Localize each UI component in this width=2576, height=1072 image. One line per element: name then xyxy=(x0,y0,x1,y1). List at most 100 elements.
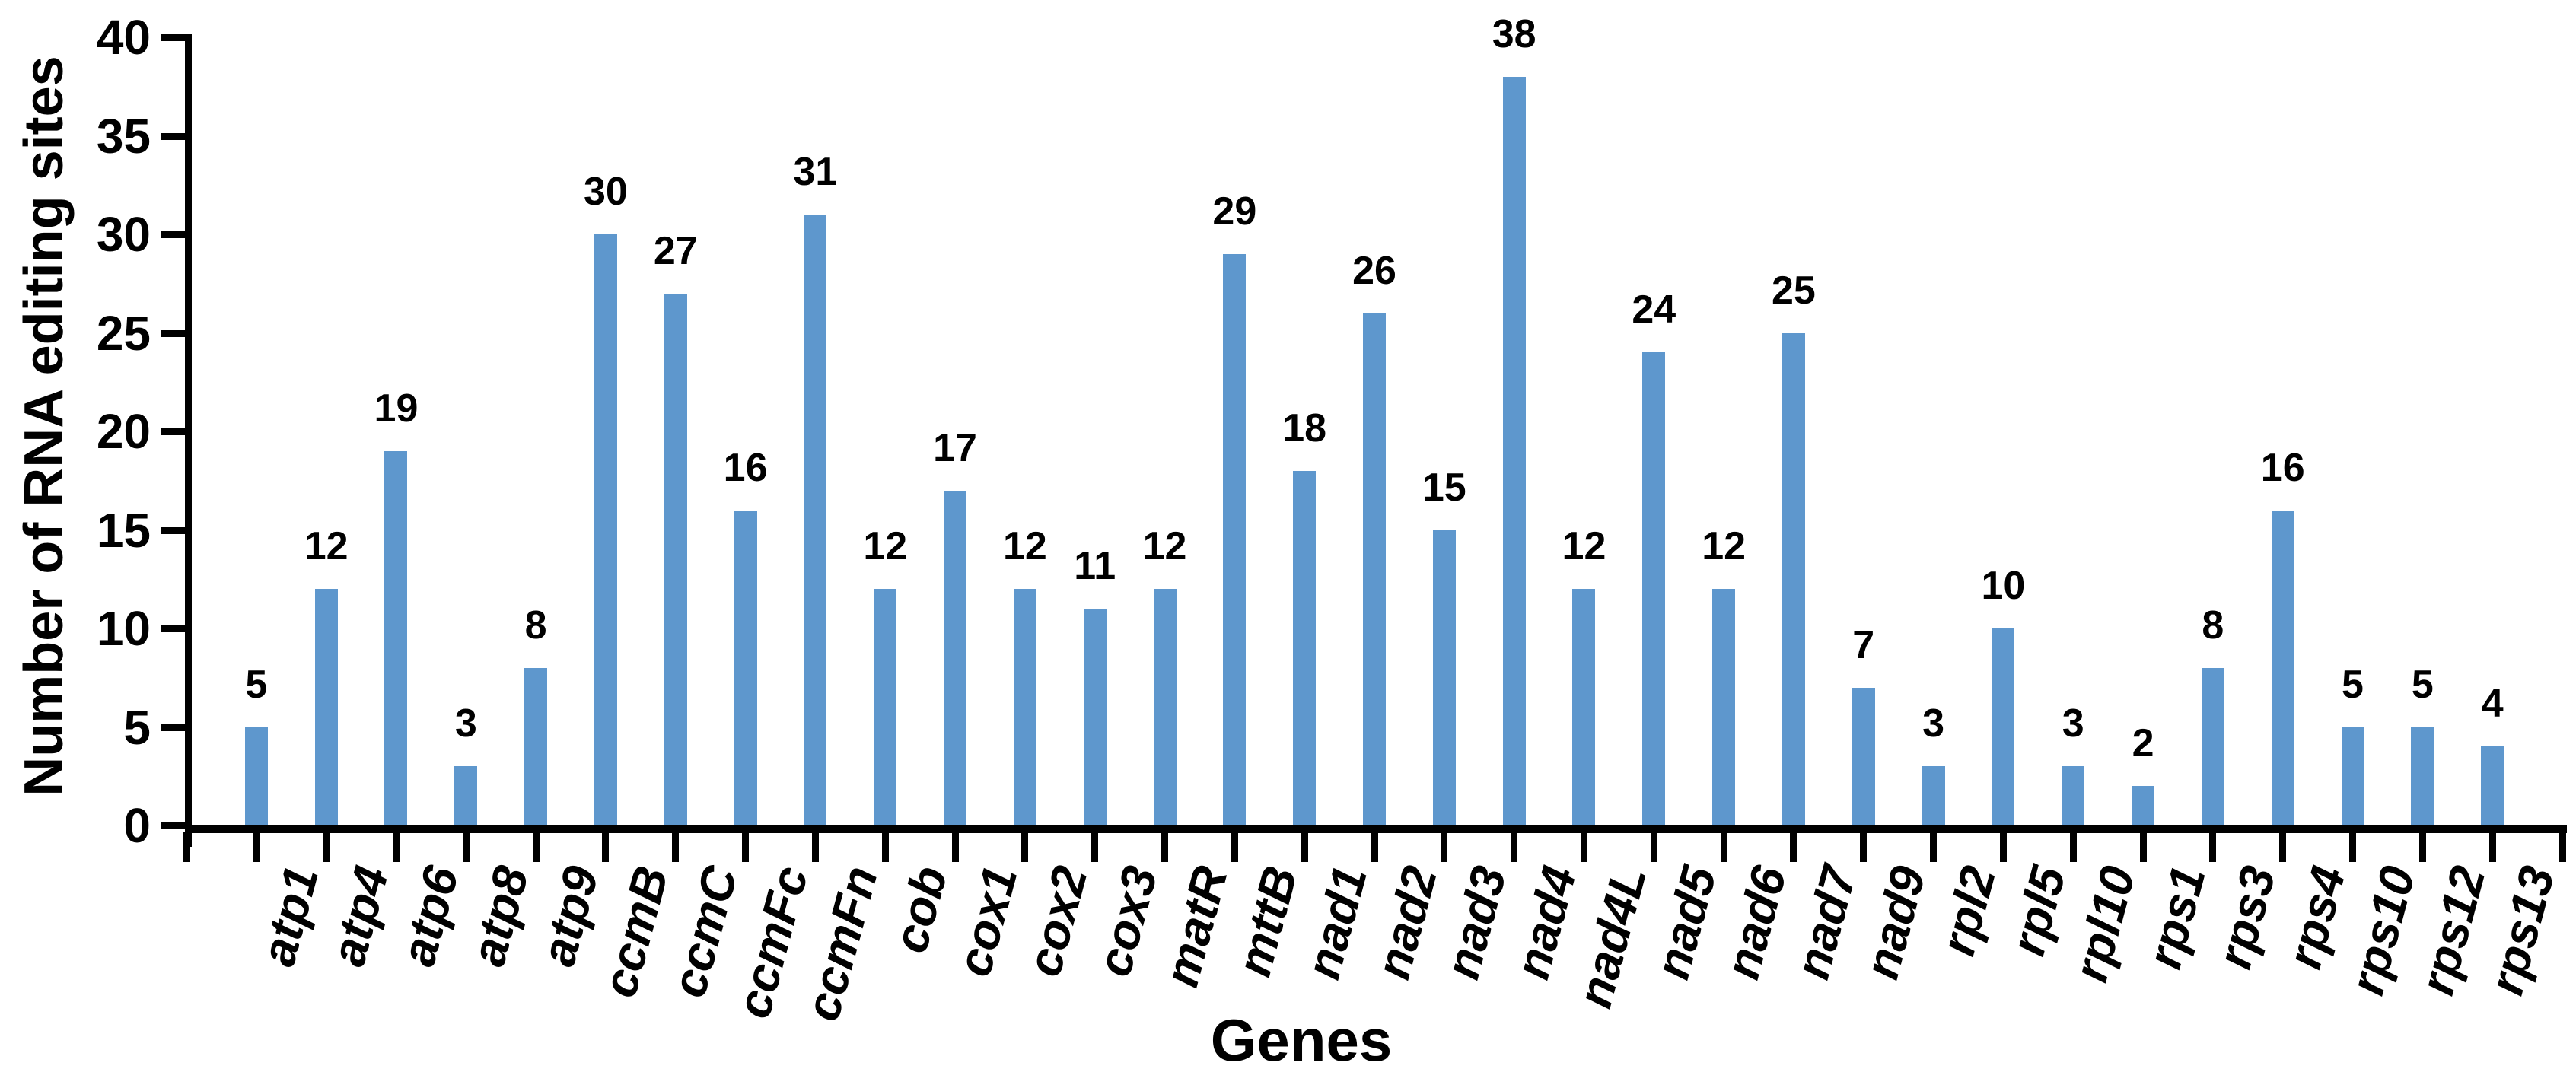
x-tick-mark xyxy=(602,832,610,862)
bar-value-label: 3 xyxy=(454,701,477,746)
bar-value-label: 18 xyxy=(1282,406,1327,450)
bar-value-label: 26 xyxy=(1352,248,1396,293)
bar-value-label: 12 xyxy=(1702,524,1747,569)
bar-value-label: 19 xyxy=(374,386,419,431)
y-tick-label: 40 xyxy=(96,10,151,65)
bar-value-label: 2 xyxy=(2132,721,2154,766)
bar-value-label: 12 xyxy=(1002,524,1047,569)
x-tick-mark xyxy=(323,832,330,862)
bar-rps13 xyxy=(2481,746,2504,825)
x-category-label: nad6 xyxy=(1714,860,1797,985)
bar-value-label: 12 xyxy=(1562,524,1606,569)
bar-cox1 xyxy=(944,490,967,825)
x-tick-mark xyxy=(2279,832,2287,862)
bar-nad5 xyxy=(1642,352,1666,825)
bar-rpl5 xyxy=(1992,628,2015,825)
x-category-label: cox1 xyxy=(946,860,1028,982)
x-tick-mark xyxy=(1371,832,1378,862)
x-category-label: atp1 xyxy=(250,860,330,972)
bar-rps1 xyxy=(2132,786,2155,825)
x-tick-mark xyxy=(2139,832,2147,862)
x-tick-mark xyxy=(1720,832,1727,862)
x-tick-mark xyxy=(1231,832,1238,862)
x-tick-mark xyxy=(2069,832,2077,862)
x-category-label: atp9 xyxy=(530,860,609,972)
bar-value-label: 27 xyxy=(653,228,698,273)
bar-value-label: 12 xyxy=(304,524,349,569)
y-tick-label: 10 xyxy=(96,601,151,656)
y-tick-label: 0 xyxy=(123,798,151,853)
x-category-label: nad1 xyxy=(1294,860,1377,985)
bar-nad2 xyxy=(1363,313,1386,825)
x-tick-mark xyxy=(1999,832,2007,862)
x-category-label: nad3 xyxy=(1434,860,1517,985)
x-category-label: nad2 xyxy=(1364,860,1447,985)
x-category-label: nad5 xyxy=(1644,860,1727,985)
x-tick-mark xyxy=(1860,832,1868,862)
bar-rpl10 xyxy=(2062,766,2085,825)
x-tick-mark xyxy=(1650,832,1657,862)
bar-matR xyxy=(1153,589,1177,825)
bar-nad1 xyxy=(1293,470,1317,825)
x-tick-mark xyxy=(1790,832,1797,862)
x-tick-mark xyxy=(1930,832,1938,862)
bar-atp6 xyxy=(384,450,408,825)
bar-rps3 xyxy=(2201,667,2224,825)
x-category-label: rpl5 xyxy=(2000,860,2077,961)
bar-nad6 xyxy=(1712,589,1736,825)
y-tick-mark xyxy=(161,428,186,435)
y-tick-mark xyxy=(161,822,186,829)
bar-ccmB xyxy=(594,234,617,825)
x-tick-mark xyxy=(742,832,750,862)
bar-value-label: 16 xyxy=(723,445,768,490)
bar-rpl2 xyxy=(1922,766,1945,825)
bar-atp8 xyxy=(454,766,478,825)
bar-value-label: 11 xyxy=(1074,544,1116,589)
y-tick-mark xyxy=(161,132,186,140)
bar-cob xyxy=(874,589,897,825)
bar-ccmC xyxy=(664,293,687,825)
bar-value-label: 12 xyxy=(863,524,908,569)
bar-value-label: 5 xyxy=(2342,662,2364,707)
x-tick-mark xyxy=(951,832,959,862)
x-tick-mark xyxy=(462,832,470,862)
x-tick-mark xyxy=(1021,832,1029,862)
x-tick-mark xyxy=(2349,832,2357,862)
bar-atp9 xyxy=(524,667,548,825)
y-axis-line xyxy=(185,34,192,847)
bar-nad4 xyxy=(1502,76,1526,825)
x-tick-mark xyxy=(881,832,889,862)
x-axis-line xyxy=(185,825,2567,833)
bar-value-label: 38 xyxy=(1492,11,1536,56)
bar-value-label: 25 xyxy=(1772,268,1816,313)
x-category-label: cox2 xyxy=(1016,860,1098,982)
x-tick-mark xyxy=(1301,832,1308,862)
x-tick-mark xyxy=(2418,832,2426,862)
bar-value-label: 29 xyxy=(1212,189,1257,234)
bar-value-label: 24 xyxy=(1632,288,1676,332)
bar-nad7 xyxy=(1782,332,1805,825)
y-tick-label: 25 xyxy=(96,305,151,361)
x-category-label: rps1 xyxy=(2136,860,2216,975)
y-tick-label: 20 xyxy=(96,404,151,459)
x-tick-mark xyxy=(811,832,819,862)
bar-value-label: 4 xyxy=(2481,682,2504,727)
bar-mttB xyxy=(1223,253,1247,825)
bar-value-label: 3 xyxy=(1922,701,1945,746)
bar-rps4 xyxy=(2271,510,2294,825)
x-category-label: matR xyxy=(1153,860,1238,993)
bar-value-label: 5 xyxy=(245,662,268,707)
bar-value-label: 5 xyxy=(2411,662,2434,707)
y-tick-mark xyxy=(161,231,186,238)
x-category-label: nad9 xyxy=(1854,860,1937,985)
x-tick-mark xyxy=(532,832,540,862)
x-category-label: atp6 xyxy=(390,860,470,972)
bar-value-label: 8 xyxy=(2202,603,2224,647)
y-tick-mark xyxy=(161,724,186,731)
x-category-label: rps3 xyxy=(2206,860,2286,975)
x-tick-mark xyxy=(253,832,260,862)
bar-value-label: 8 xyxy=(524,603,547,647)
bar-value-label: 10 xyxy=(1981,564,2026,608)
y-tick-mark xyxy=(161,625,186,632)
